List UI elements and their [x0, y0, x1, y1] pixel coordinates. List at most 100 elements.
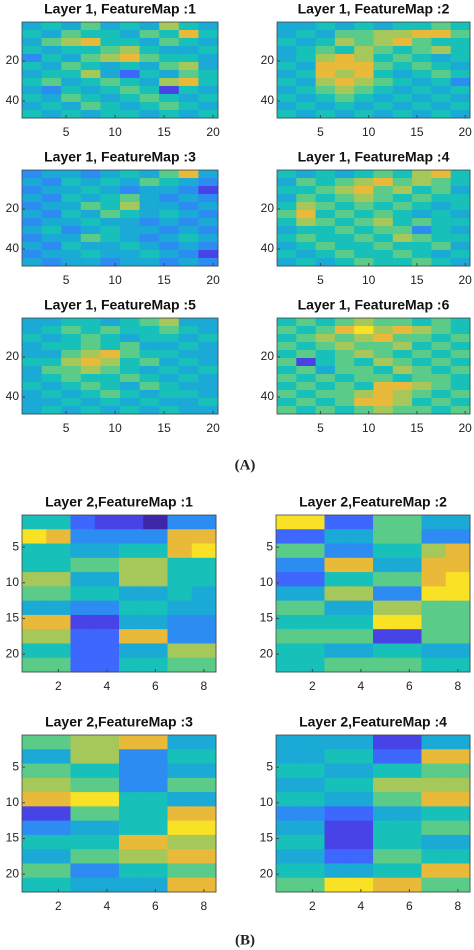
cell	[139, 170, 160, 179]
cell	[450, 194, 471, 203]
cell	[191, 849, 217, 864]
cell	[159, 250, 180, 259]
cell	[450, 202, 471, 211]
y-tick-label: 10	[6, 795, 20, 809]
cell	[421, 643, 447, 659]
cell	[61, 102, 82, 111]
cell	[450, 78, 471, 87]
cell	[276, 572, 301, 587]
cell	[392, 22, 413, 31]
cell	[277, 382, 297, 391]
cell	[334, 178, 355, 187]
cell	[300, 572, 325, 587]
cell	[120, 86, 141, 95]
cell	[100, 218, 121, 227]
cell	[143, 763, 168, 779]
cell	[139, 242, 160, 251]
cell	[392, 54, 413, 63]
cell	[300, 515, 325, 530]
cell	[159, 406, 180, 415]
cell	[373, 366, 394, 375]
cell	[300, 849, 325, 864]
cell	[41, 226, 62, 235]
cell	[41, 406, 62, 415]
cell	[276, 529, 301, 545]
cell	[324, 735, 350, 750]
cell	[373, 342, 394, 351]
cell	[159, 86, 180, 95]
cell	[178, 202, 199, 211]
cell	[315, 390, 336, 399]
cell	[191, 834, 217, 850]
cell	[70, 643, 96, 659]
cell	[41, 94, 62, 103]
cell	[412, 318, 432, 327]
cell	[431, 390, 452, 399]
axes-frame	[275, 514, 471, 673]
cell	[431, 374, 452, 383]
cell	[139, 46, 160, 55]
cell	[397, 806, 422, 822]
cell	[198, 202, 219, 211]
cell	[445, 614, 471, 630]
cell	[22, 46, 43, 55]
cell	[61, 366, 82, 375]
cell	[431, 258, 452, 267]
x-tick-label: 20	[458, 125, 472, 139]
cell	[277, 342, 297, 351]
cell	[139, 70, 160, 79]
cell	[324, 792, 350, 807]
cell	[120, 318, 141, 327]
cell	[300, 806, 325, 822]
cell	[70, 614, 96, 630]
cell	[80, 382, 101, 391]
cell	[276, 877, 301, 893]
cell	[296, 178, 317, 187]
cell	[348, 749, 374, 765]
cell	[100, 242, 121, 251]
cell	[373, 102, 394, 111]
cell	[22, 614, 47, 630]
cell	[22, 202, 43, 211]
cell	[373, 194, 394, 203]
cell	[120, 78, 141, 87]
cell	[70, 735, 96, 750]
cell	[22, 763, 47, 779]
cell	[334, 86, 355, 95]
cell	[139, 202, 160, 211]
x-tick-label: 10	[108, 421, 122, 435]
cell	[120, 250, 141, 259]
heatmap	[22, 170, 219, 267]
cell	[22, 792, 47, 807]
cell	[178, 258, 199, 267]
cell	[198, 366, 219, 375]
cell	[445, 657, 471, 673]
cell	[450, 334, 471, 343]
cell	[373, 38, 394, 47]
cell	[421, 877, 447, 893]
cell	[431, 342, 452, 351]
cell	[300, 763, 325, 779]
cell	[139, 22, 160, 31]
cell	[277, 178, 297, 187]
cell	[450, 102, 471, 111]
cell	[46, 834, 71, 850]
cell	[348, 777, 374, 793]
cell	[41, 110, 62, 119]
cell	[80, 22, 101, 31]
cell	[296, 234, 317, 243]
cell	[22, 62, 43, 71]
cell	[373, 210, 394, 219]
cell	[431, 350, 452, 359]
cell	[198, 358, 219, 367]
axes-frame	[21, 514, 217, 673]
cell	[445, 735, 471, 750]
cell	[198, 250, 219, 259]
cell	[354, 102, 374, 111]
cell	[120, 406, 141, 415]
cell	[80, 398, 101, 407]
cell	[80, 390, 101, 399]
cell	[119, 543, 144, 559]
cell	[120, 102, 141, 111]
cell	[70, 777, 96, 793]
